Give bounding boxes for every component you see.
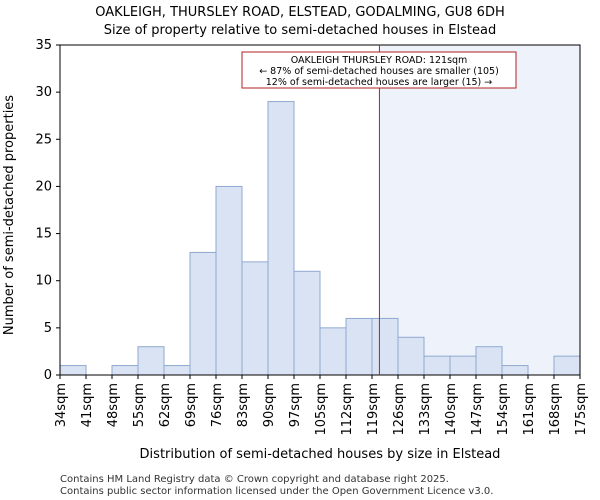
x-tick-label: 55sqm [132,383,147,427]
x-tick-label: 34sqm [54,383,69,427]
larger-region-highlight [379,45,580,375]
x-tick-label: 133sqm [418,383,433,436]
annotation-line-1: OAKLEIGH THURSLEY ROAD: 121sqm [291,55,468,66]
bar-154sqm [501,365,529,376]
bar-34sqm [59,365,87,376]
x-tick-label: 147sqm [470,383,485,436]
plot-frame [59,44,581,376]
footer-line-2: Contains public sector information licen… [60,486,493,497]
bar-62sqm [163,365,191,376]
bar-126sqm [397,336,425,376]
chart-title: OAKLEIGH, THURSLEY ROAD, ELSTEAD, GODALM… [95,5,505,20]
x-tick-label: 69sqm [184,383,199,427]
x-tick-label: 119sqm [366,383,381,436]
x-tick-label: 112sqm [340,383,355,436]
bar-119sqm [371,317,399,376]
bar-69sqm [189,251,217,376]
x-tick-label: 161sqm [522,383,537,436]
x-tick-label: 175sqm [574,383,589,436]
annotation-line-2: ← 87% of semi-detached houses are smalle… [259,66,499,77]
y-tick-label: 15 [35,227,52,242]
bar-147sqm [475,346,503,376]
x-tick-label: 168sqm [548,383,563,436]
bar-83sqm [241,261,269,376]
bar-97sqm [293,270,321,376]
y-tick-label: 10 [35,274,52,289]
x-tick-label: 105sqm [314,383,329,436]
x-tick-label: 154sqm [496,383,511,436]
x-tick-label: 126sqm [392,383,407,436]
annotation-line-3: 12% of semi-detached houses are larger (… [266,77,493,88]
x-tick-label: 90sqm [262,383,277,427]
bar-105sqm [319,327,347,376]
footer-line-1: Contains HM Land Registry data © Crown c… [60,474,449,485]
bar-76sqm [215,185,243,376]
x-axis-label: Distribution of semi-detached houses by … [140,447,501,462]
x-tick-label: 48sqm [106,383,121,427]
x-tick-label: 76sqm [210,383,225,427]
x-tick-label: 62sqm [158,383,173,427]
y-axis-label: Number of semi-detached properties [2,95,17,335]
x-tick-label: 41sqm [80,383,95,427]
y-tick-label: 25 [35,132,52,147]
y-tick-label: 30 [35,85,52,100]
bar-90sqm [267,101,295,376]
bar-55sqm [137,346,165,376]
annotation-box: OAKLEIGH THURSLEY ROAD: 121sqm ← 87% of … [241,51,517,89]
y-tick-label: 0 [44,368,52,383]
y-tick-label: 20 [35,179,52,194]
bar-133sqm [423,355,451,376]
bar-112sqm [345,317,373,376]
x-tick-label: 140sqm [444,383,459,436]
y-tick-label: 35 [35,38,52,53]
y-tick-label: 5 [44,321,52,336]
x-tick-label: 83sqm [236,383,251,427]
x-tick-label: 97sqm [288,383,303,427]
bar-48sqm [111,365,139,376]
bar-168sqm [553,355,581,376]
chart-subtitle: Size of property relative to semi-detach… [104,23,496,38]
bar-140sqm [449,355,477,376]
